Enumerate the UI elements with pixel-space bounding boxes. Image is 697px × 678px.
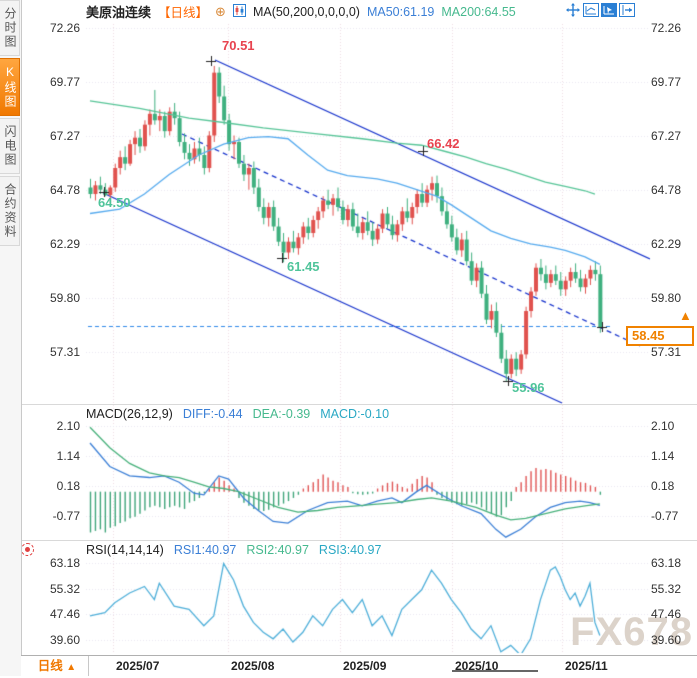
- sidebar: 分时图 K线图 闪电图 合约资料: [0, 0, 22, 676]
- rsi3-value: RSI3:40.97: [318, 543, 382, 557]
- price-axis-label-left: 62.29: [49, 237, 80, 251]
- rsi-axis-label-left: 55.32: [49, 581, 80, 596]
- price-annotation: 66.42: [427, 136, 460, 151]
- period-selector[interactable]: 日线 ▲: [26, 656, 89, 676]
- pan-right-icon[interactable]: [619, 3, 635, 17]
- period-tag[interactable]: 【日线】: [158, 6, 209, 20]
- ma-settings-label[interactable]: MA(50,200,0,0,0,0): [252, 4, 360, 19]
- rsi-axis-label-right: 47.46: [651, 607, 682, 622]
- add-indicator-icon[interactable]: ⊕: [215, 3, 226, 19]
- rsi-axis-label-right: 63.18: [651, 556, 682, 570]
- price-axis-label-left: 57.31: [49, 345, 80, 359]
- ma200-value-label: MA200:64.55: [441, 4, 516, 19]
- macd-title[interactable]: MACD(26,12,9): [86, 407, 173, 421]
- pane-separator: [21, 404, 697, 405]
- macd-axis-label-left: -0.77: [52, 508, 80, 523]
- rsi-axis-label-right: 39.60: [651, 633, 682, 648]
- date-axis-label: 2025/11: [565, 659, 608, 673]
- macd-dea-value: DEA:-0.39: [252, 407, 311, 421]
- rsi-axis-label-left: 39.60: [49, 633, 80, 648]
- price-alert-arrow-icon: ▲: [679, 308, 692, 323]
- scrollbar-thumb[interactable]: [452, 670, 538, 672]
- macd-header: MACD(26,12,9) DIFF:-0.44 DEA:-0.39 MACD:…: [86, 407, 389, 421]
- price-axis-label-right: 69.77: [651, 75, 682, 89]
- price-annotation: 64.50: [98, 195, 131, 210]
- price-axis-label-left: 72.26: [49, 21, 80, 35]
- pointer-chart-active-icon[interactable]: [601, 3, 617, 17]
- ma50-value-label: MA50:61.19: [366, 4, 435, 19]
- price-annotation: 61.45: [287, 259, 320, 274]
- price-axis-label-right: 57.31: [651, 345, 682, 359]
- macd-axis-label-left: 2.10: [56, 418, 80, 433]
- macd-axis-label-left: 0.18: [56, 479, 80, 493]
- rsi-axis-label-left: 63.18: [49, 556, 80, 570]
- price-axis-label-left: 59.80: [49, 291, 80, 305]
- macd-value: MACD:-0.10: [320, 407, 390, 421]
- price-axis-label-right: 59.80: [651, 291, 682, 305]
- chart-toolbar: [565, 3, 635, 17]
- rsi-header: RSI(14,14,14) RSI1:40.97 RSI2:40.97 RSI3…: [86, 543, 381, 557]
- watermark: FX678: [570, 610, 693, 654]
- symbol-name: 美原油连续: [86, 5, 152, 20]
- macd-axis-label-right: 0.18: [651, 479, 675, 493]
- macd-axis-label-right: 2.10: [651, 418, 675, 433]
- date-axis-label: 2025/10: [455, 659, 499, 673]
- rsi1-value: RSI1:40.97: [173, 543, 237, 557]
- price-axis-label-left: 67.27: [49, 129, 80, 143]
- macd-axis-label-right: -0.77: [651, 508, 679, 523]
- current-price-value: 58.45: [632, 328, 665, 343]
- pane-separator: [21, 540, 697, 541]
- period-label: 日线: [37, 659, 63, 673]
- period-dropdown-arrow-icon: ▲: [66, 662, 77, 673]
- price-axis-label-right: 72.26: [651, 21, 682, 35]
- rsi-settings-icon[interactable]: [21, 543, 34, 556]
- price-axis-label-right: 67.27: [651, 129, 682, 143]
- macd-diff-value: DIFF:-0.44: [182, 407, 243, 421]
- rsi-title[interactable]: RSI(14,14,14): [86, 543, 164, 557]
- macd-axis-label-left: 1.14: [56, 448, 80, 463]
- date-axis-label: 2025/08: [231, 659, 275, 673]
- sidebar-tab-lightning[interactable]: 闪电图: [0, 118, 20, 174]
- rsi2-value: RSI2:40.97: [246, 543, 309, 557]
- sidebar-tab-timeshare[interactable]: 分时图: [0, 0, 20, 56]
- scale-chart-icon[interactable]: [583, 3, 599, 17]
- price-annotation: 55.96: [512, 380, 545, 395]
- chart-header: 美原油连续 【日线】 ⊕ MA(50,200,0,0,0,0) MA50:61.…: [86, 3, 516, 20]
- price-axis-label-right: 64.78: [651, 183, 682, 197]
- price-annotation: 70.51: [222, 38, 255, 53]
- crosshair-icon[interactable]: [565, 3, 581, 17]
- candlestick-mini-icon[interactable]: [232, 3, 246, 20]
- sidebar-tab-contract-info[interactable]: 合约资料: [0, 176, 20, 246]
- current-price-badge: 58.45: [626, 326, 694, 346]
- rsi-axis-label-right: 55.32: [651, 581, 682, 596]
- macd-axis-label-right: 1.14: [651, 448, 675, 463]
- price-axis-label-right: 62.29: [651, 237, 682, 251]
- date-axis-label: 2025/07: [116, 659, 160, 673]
- price-axis-label-left: 64.78: [49, 183, 80, 197]
- price-axis-label-left: 69.77: [49, 75, 80, 89]
- sidebar-tab-kline[interactable]: K线图: [0, 58, 20, 116]
- date-axis-label: 2025/09: [343, 659, 387, 673]
- rsi-axis-label-left: 47.46: [49, 607, 80, 622]
